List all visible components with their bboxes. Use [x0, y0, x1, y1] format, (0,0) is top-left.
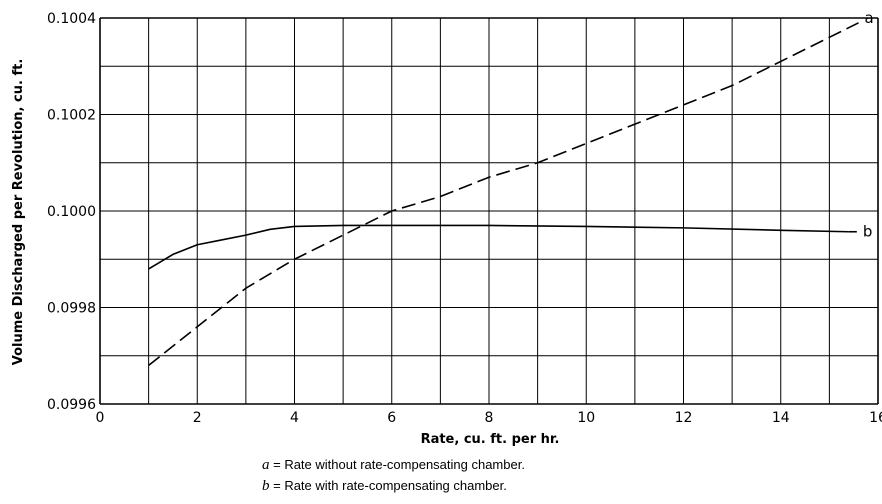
y-tick-label: 0.0998 — [47, 301, 96, 317]
y-tick-label: 0.1002 — [47, 108, 96, 124]
y-tick-label: 0.0996 — [47, 397, 96, 413]
x-tick-label: 0 — [96, 410, 105, 426]
series-label-a: a — [865, 9, 874, 27]
x-tick-label: 4 — [290, 410, 299, 426]
y-tick-label: 0.1004 — [47, 11, 96, 27]
grid — [99, 17, 879, 405]
x-tick-label: 2 — [193, 410, 202, 426]
x-tick-label: 6 — [387, 410, 396, 426]
x-tick-label: 10 — [577, 410, 595, 426]
legend-key-a: a — [262, 457, 270, 473]
x-axis: 0 2 4 6 8 10 12 14 16 — [96, 410, 882, 426]
series-line-a — [148, 22, 859, 367]
series-line-b — [148, 224, 849, 270]
y-axis: 0.0996 0.0998 0.1000 0.1002 0.1004 — [47, 11, 96, 413]
legend-text-b: = Rate with rate-compensating chamber. — [269, 478, 507, 493]
legend-item-a: a = Rate without rate-compensating chamb… — [262, 457, 525, 474]
x-axis-label: Rate, cu. ft. per hr. — [421, 432, 560, 447]
y-tick-label: 0.1000 — [47, 204, 96, 220]
series-layer: ab — [148, 9, 874, 367]
x-tick-label: 8 — [485, 410, 494, 426]
legend-text-a: = Rate without rate-compensating chamber… — [269, 457, 525, 472]
x-tick-label: 14 — [772, 410, 790, 426]
legend-item-b: b = Rate with rate-compensating chamber. — [262, 478, 507, 495]
series-label-b: b — [863, 223, 873, 241]
y-axis-label: Volume Discharged per Revolution, cu. ft… — [11, 59, 26, 366]
x-tick-label: 12 — [675, 410, 693, 426]
x-tick-label: 16 — [869, 410, 882, 426]
legend-key-b: b — [262, 478, 270, 494]
